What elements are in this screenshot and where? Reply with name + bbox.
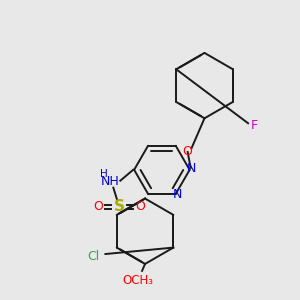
Text: O: O — [135, 200, 145, 213]
Text: S: S — [114, 199, 125, 214]
Text: O: O — [94, 200, 103, 213]
Text: Cl: Cl — [87, 250, 100, 263]
Text: NH: NH — [101, 175, 120, 188]
Text: H: H — [100, 169, 107, 179]
Text: OCH₃: OCH₃ — [123, 274, 154, 287]
Text: F: F — [250, 119, 258, 132]
Text: N: N — [173, 188, 182, 201]
Text: N: N — [187, 162, 196, 175]
Text: O: O — [183, 146, 193, 158]
